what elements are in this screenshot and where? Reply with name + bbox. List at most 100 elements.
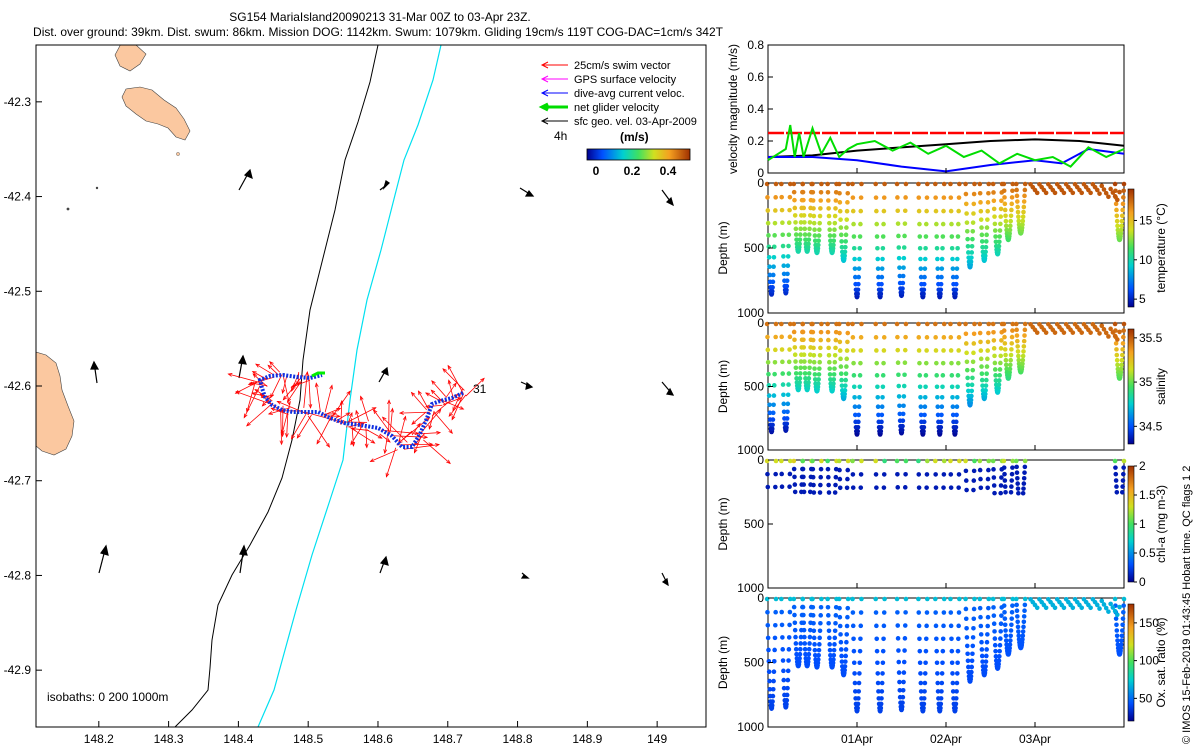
temperature-point — [1114, 213, 1120, 219]
temperature-point — [811, 220, 817, 226]
oxygen-point — [874, 623, 879, 629]
chlorophyll-point — [1121, 471, 1126, 477]
chlorophyll-y-tick-label: 1000 — [737, 581, 764, 595]
temperature-surface-point — [1115, 197, 1120, 203]
oxygen-point — [963, 606, 969, 612]
chlorophyll-point — [779, 484, 785, 490]
salinity-point — [811, 345, 816, 351]
salinity-colorbar-tick-label: 35 — [1139, 375, 1153, 389]
oxygen-point — [896, 648, 901, 653]
salinity-point — [787, 334, 793, 340]
temperature-point — [992, 214, 997, 219]
salinity-point — [923, 384, 928, 390]
salinity-surface-point — [1099, 323, 1105, 329]
chlorophyll-y-tick-label: 500 — [744, 517, 764, 531]
velocity-y-tick-label: 0 — [757, 166, 764, 180]
salinity-point — [900, 411, 906, 417]
oxygen-point — [857, 671, 862, 676]
chlorophyll-point — [1002, 478, 1008, 483]
salinity-point — [826, 337, 831, 343]
temperature-point — [845, 181, 851, 187]
oxygen-point — [787, 596, 793, 602]
oxygen-point — [851, 648, 857, 654]
salinity-point — [933, 348, 939, 353]
oxygen-surface-point — [1115, 612, 1120, 618]
temperature-surface-point — [1079, 190, 1085, 196]
salinity-point — [992, 367, 998, 372]
salinity-point — [807, 359, 813, 364]
temperature-point — [780, 232, 786, 238]
map-x-tick-label: 148.4 — [223, 732, 253, 746]
oxygen-surface-point — [1101, 602, 1107, 607]
salinity-point — [901, 383, 907, 389]
temperature-point — [831, 242, 836, 248]
temperature-point — [900, 286, 905, 291]
temperature-point — [817, 220, 822, 226]
swim-vector-head — [281, 429, 285, 435]
salinity-point — [921, 425, 927, 430]
chlorophyll-point — [826, 482, 831, 488]
salinity-point — [836, 321, 842, 327]
salinity-point — [997, 378, 1002, 383]
temperature-point — [999, 198, 1004, 204]
salinity-point — [879, 412, 885, 418]
temperature-point — [1010, 181, 1016, 187]
chlorophyll-point — [873, 472, 879, 477]
salinity-point — [802, 371, 808, 376]
salinity-point — [773, 321, 779, 327]
swim-vector — [262, 396, 272, 407]
salinity-point — [969, 388, 975, 394]
salinity-point — [825, 329, 831, 335]
oxygen-point — [1121, 609, 1126, 615]
swim-vector — [269, 361, 281, 373]
oxygen-point — [784, 698, 790, 703]
oxygen-point — [957, 596, 962, 602]
temperature-point — [825, 181, 830, 187]
chlorophyll-point — [1021, 475, 1027, 481]
salinity-point — [894, 321, 900, 327]
temperature-point — [766, 254, 772, 260]
temperature-surface-point — [1088, 190, 1093, 196]
velocity-series-line — [767, 124, 1125, 168]
oxygen-point — [935, 671, 940, 676]
salinity-point — [816, 372, 822, 377]
salinity-point — [954, 394, 960, 400]
salinity-point — [956, 360, 961, 366]
temperature-point — [950, 266, 956, 271]
oxygen-point — [845, 614, 850, 620]
oxygen-surface-point — [1117, 604, 1122, 610]
salinity-point — [985, 348, 990, 353]
oxygen-point — [956, 610, 962, 615]
oxygen-point — [779, 609, 784, 615]
temperature-point — [881, 208, 887, 214]
salinity-point — [978, 339, 983, 345]
chlorophyll-point — [826, 474, 831, 480]
temperature-point — [918, 266, 924, 271]
salinity-surface-point — [1070, 330, 1076, 335]
temperature-point — [938, 281, 944, 287]
chlorophyll-point — [810, 458, 815, 464]
salinity-point — [812, 372, 818, 377]
velocity-y-tick-label: 0.4 — [747, 102, 764, 116]
chlorophyll-point — [941, 472, 947, 477]
salinity-point — [787, 321, 793, 327]
chlorophyll-point — [941, 485, 946, 490]
salinity-surface-point — [1110, 330, 1116, 335]
temperature-surface-point — [1043, 190, 1049, 196]
salinity-point — [879, 404, 885, 410]
oxygen-point — [798, 641, 803, 646]
oxygen-point — [968, 673, 974, 679]
chlorophyll-point — [924, 472, 930, 477]
swim-vector-head — [398, 411, 404, 415]
salinity-point — [984, 371, 989, 376]
swim-vector-head — [281, 389, 286, 395]
temperature-point — [765, 208, 771, 213]
temperature-point — [876, 274, 881, 280]
chlorophyll-point — [765, 471, 770, 477]
salinity-point — [857, 394, 862, 400]
chlorophyll-point — [963, 468, 969, 474]
chlorophyll-point — [826, 490, 832, 495]
oxygen-point — [785, 668, 791, 674]
temperature-point — [770, 272, 776, 278]
